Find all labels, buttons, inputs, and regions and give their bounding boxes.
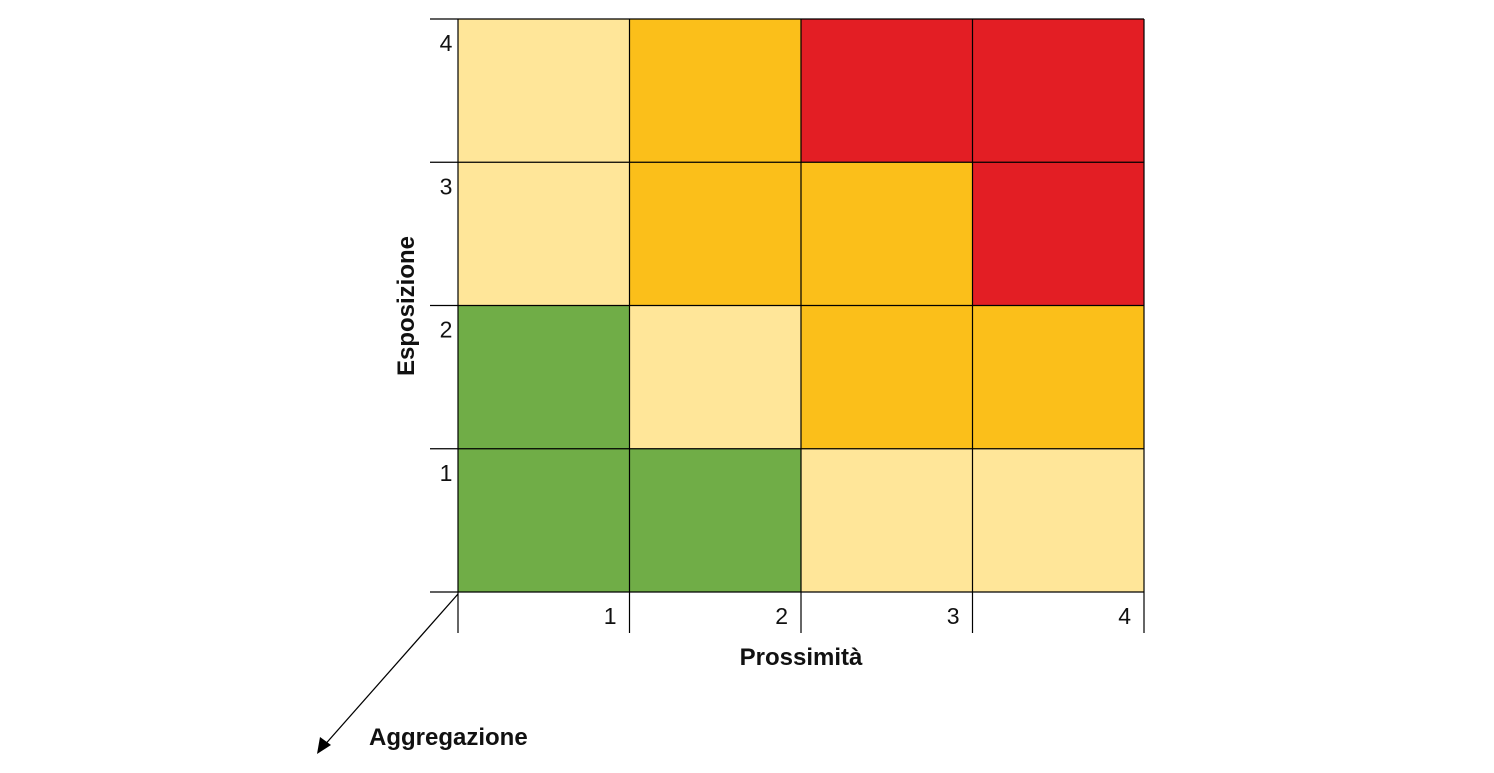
heatmap-cell-x4-y4 — [972, 19, 1144, 163]
x-tick-label: 4 — [1118, 603, 1131, 629]
heatmap-cell-x4-y2 — [972, 305, 1144, 449]
heatmap-cell-x2-y4 — [629, 19, 801, 163]
y-tick-label: 1 — [440, 460, 453, 486]
heatmap-cell-x1-y1 — [458, 448, 630, 592]
heatmap-cell-x2-y1 — [629, 448, 801, 592]
ticks-layer: 1 2 3 4 1 2 3 4 — [440, 30, 1132, 629]
grid-layer — [430, 18, 1145, 633]
heatmap-cell-x3-y4 — [801, 19, 973, 163]
y-axis-title: Esposizione — [393, 236, 420, 376]
heatmap-cell-x3-y3 — [801, 162, 973, 306]
x-tick-label: 2 — [775, 603, 788, 629]
z-axis-line — [321, 593, 459, 749]
heatmap-cell-x3-y2 — [801, 305, 973, 449]
y-tick-label: 3 — [440, 173, 453, 199]
heatmap-cell-x1-y2 — [458, 305, 630, 449]
y-tick-label: 4 — [440, 30, 453, 56]
x-tick-label: 1 — [604, 603, 617, 629]
heatmap-cell-x3-y1 — [801, 448, 973, 592]
heatmap-cell-x1-y3 — [458, 162, 630, 306]
cells-layer — [458, 19, 1144, 592]
heatmap-cell-x4-y3 — [972, 162, 1144, 306]
z-axis-arrowhead — [317, 737, 331, 754]
heatmap-cell-x2-y3 — [629, 162, 801, 306]
heatmap-cell-x2-y2 — [629, 305, 801, 449]
heatmap-cell-x1-y4 — [458, 19, 630, 163]
x-tick-label: 3 — [947, 603, 960, 629]
y-tick-label: 2 — [440, 317, 453, 343]
z-axis-title: Aggregazione — [369, 724, 528, 751]
x-axis-title: Prossimità — [740, 644, 863, 671]
heatmap-cell-x4-y1 — [972, 448, 1144, 592]
